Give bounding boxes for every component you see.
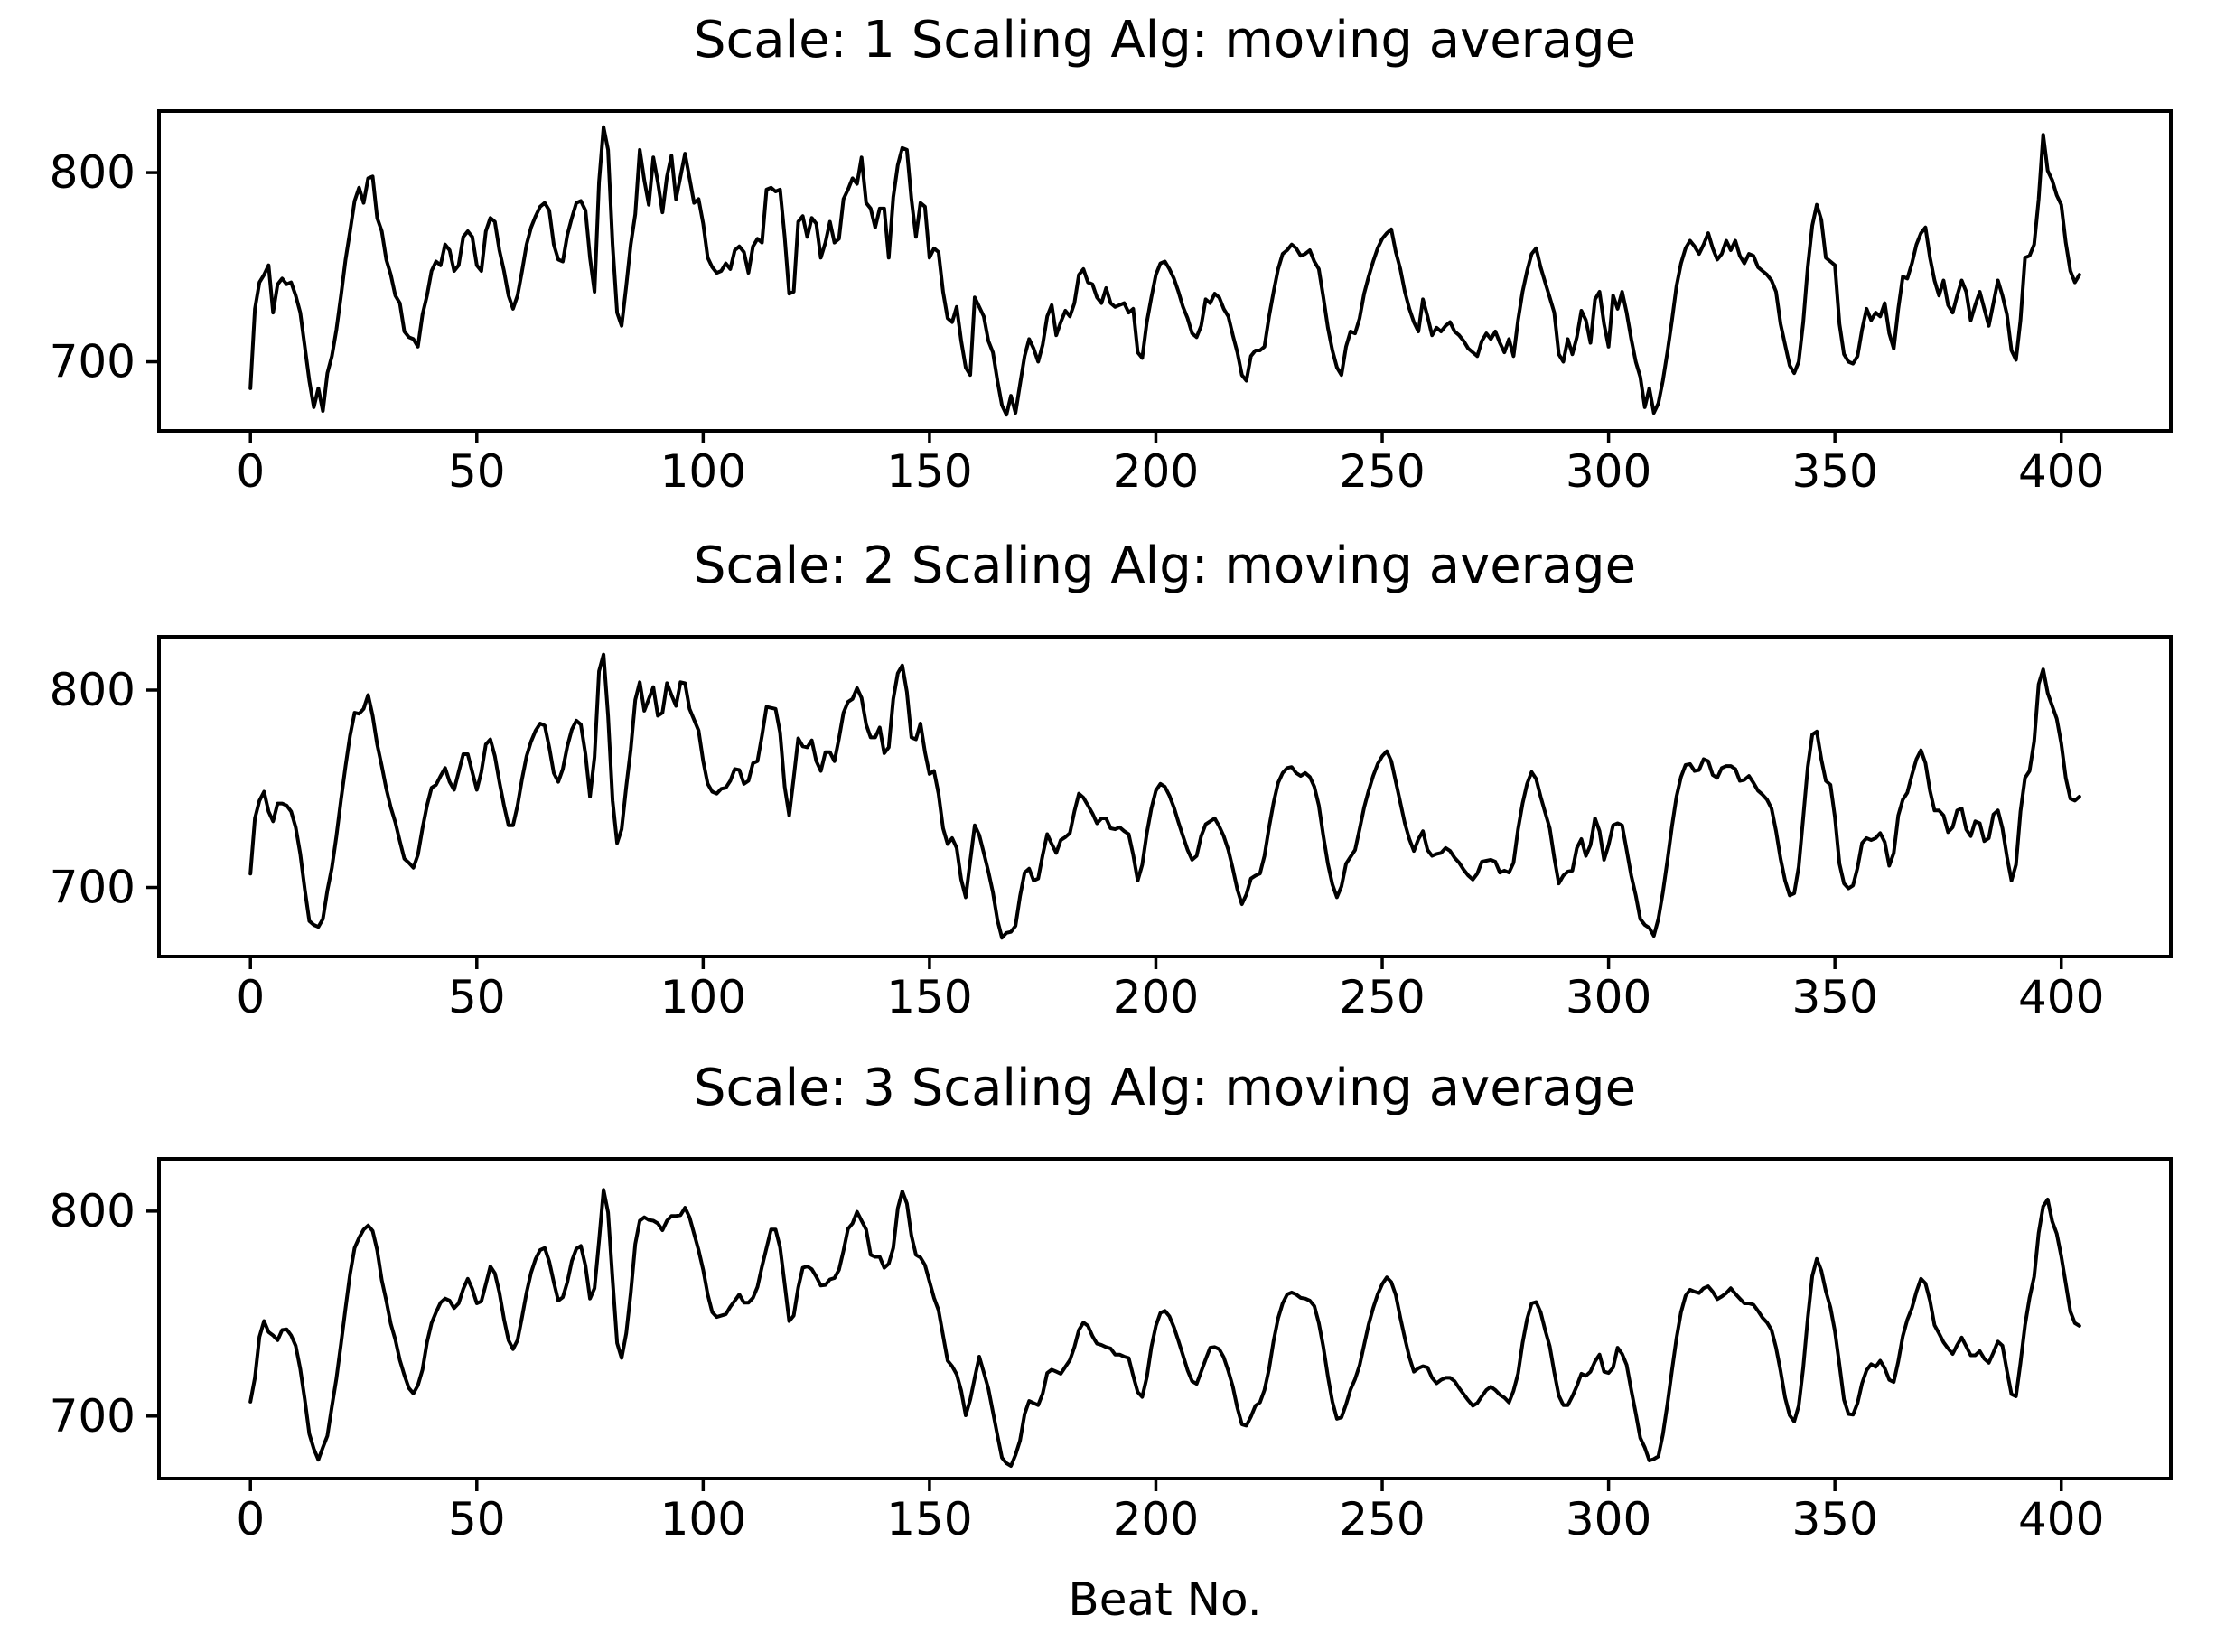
panel-3-x-tick-label: 200: [1113, 1493, 1199, 1545]
panel-3-y-tick-label: 700: [50, 1390, 136, 1442]
panel-3-x-tick-label: 100: [660, 1493, 746, 1545]
panel-2-x-tick-label: 250: [1339, 971, 1425, 1023]
panel-1-x-tick-label: 350: [1791, 445, 1877, 498]
panel-1-frame: [157, 109, 2173, 433]
panel-3-x-tick-label: 50: [448, 1493, 506, 1545]
panel-2-x-tick-label: 200: [1113, 971, 1199, 1023]
x-axis-label: Beat No.: [1068, 1573, 1262, 1626]
panel-1-x-tick-label: 400: [2018, 445, 2104, 498]
panel-1-x-tick-label: 250: [1339, 445, 1425, 498]
panel-3-x-tick-label: 350: [1791, 1493, 1877, 1545]
panel-1-x-tick-label: 50: [448, 445, 506, 498]
panel-1-x-tick-label: 200: [1113, 445, 1199, 498]
panel-3-x-tick-label: 300: [1566, 1493, 1651, 1545]
panel-3-x-tick-label: 400: [2018, 1493, 2104, 1545]
panel-3-x-tick-label: 0: [236, 1493, 265, 1545]
panel-2-x-tick-label: 100: [660, 971, 746, 1023]
panel-1-y-tick-label: 800: [50, 146, 136, 199]
panel-2-y-tick-label: 700: [50, 862, 136, 914]
panel-2-x-tick-label: 50: [448, 971, 506, 1023]
panel-2-title: Scale: 2 Scaling Alg: moving average: [693, 537, 1637, 595]
panel-3-y-tick-label: 800: [50, 1185, 136, 1237]
panel-1-x-tick-label: 150: [886, 445, 972, 498]
panel-2-x-tick-label: 0: [236, 971, 265, 1023]
panel-1-title: Scale: 1 Scaling Alg: moving average: [693, 11, 1637, 70]
panel-2-x-tick-label: 350: [1791, 971, 1877, 1023]
panel-2-frame: [157, 635, 2173, 958]
panel-3-series-line: [248, 1188, 2081, 1468]
panel-3-x-tick-label: 150: [886, 1493, 972, 1545]
panel-1-y-tick-label: 700: [50, 336, 136, 388]
panel-1-x-tick-label: 300: [1566, 445, 1651, 498]
panel-2-y-tick-label: 800: [50, 664, 136, 716]
panel-1-x-tick-label: 0: [236, 445, 265, 498]
panel-3-frame: [157, 1157, 2173, 1480]
panel-3-title: Scale: 3 Scaling Alg: moving average: [693, 1059, 1637, 1117]
panel-1-series-line: [248, 125, 2081, 417]
panel-2-series-line: [248, 652, 2081, 940]
panel-2-x-tick-label: 400: [2018, 971, 2104, 1023]
panel-2-x-tick-label: 300: [1566, 971, 1651, 1023]
panel-1-x-tick-label: 100: [660, 445, 746, 498]
panel-2-x-tick-label: 150: [886, 971, 972, 1023]
panel-3-x-tick-label: 250: [1339, 1493, 1425, 1545]
